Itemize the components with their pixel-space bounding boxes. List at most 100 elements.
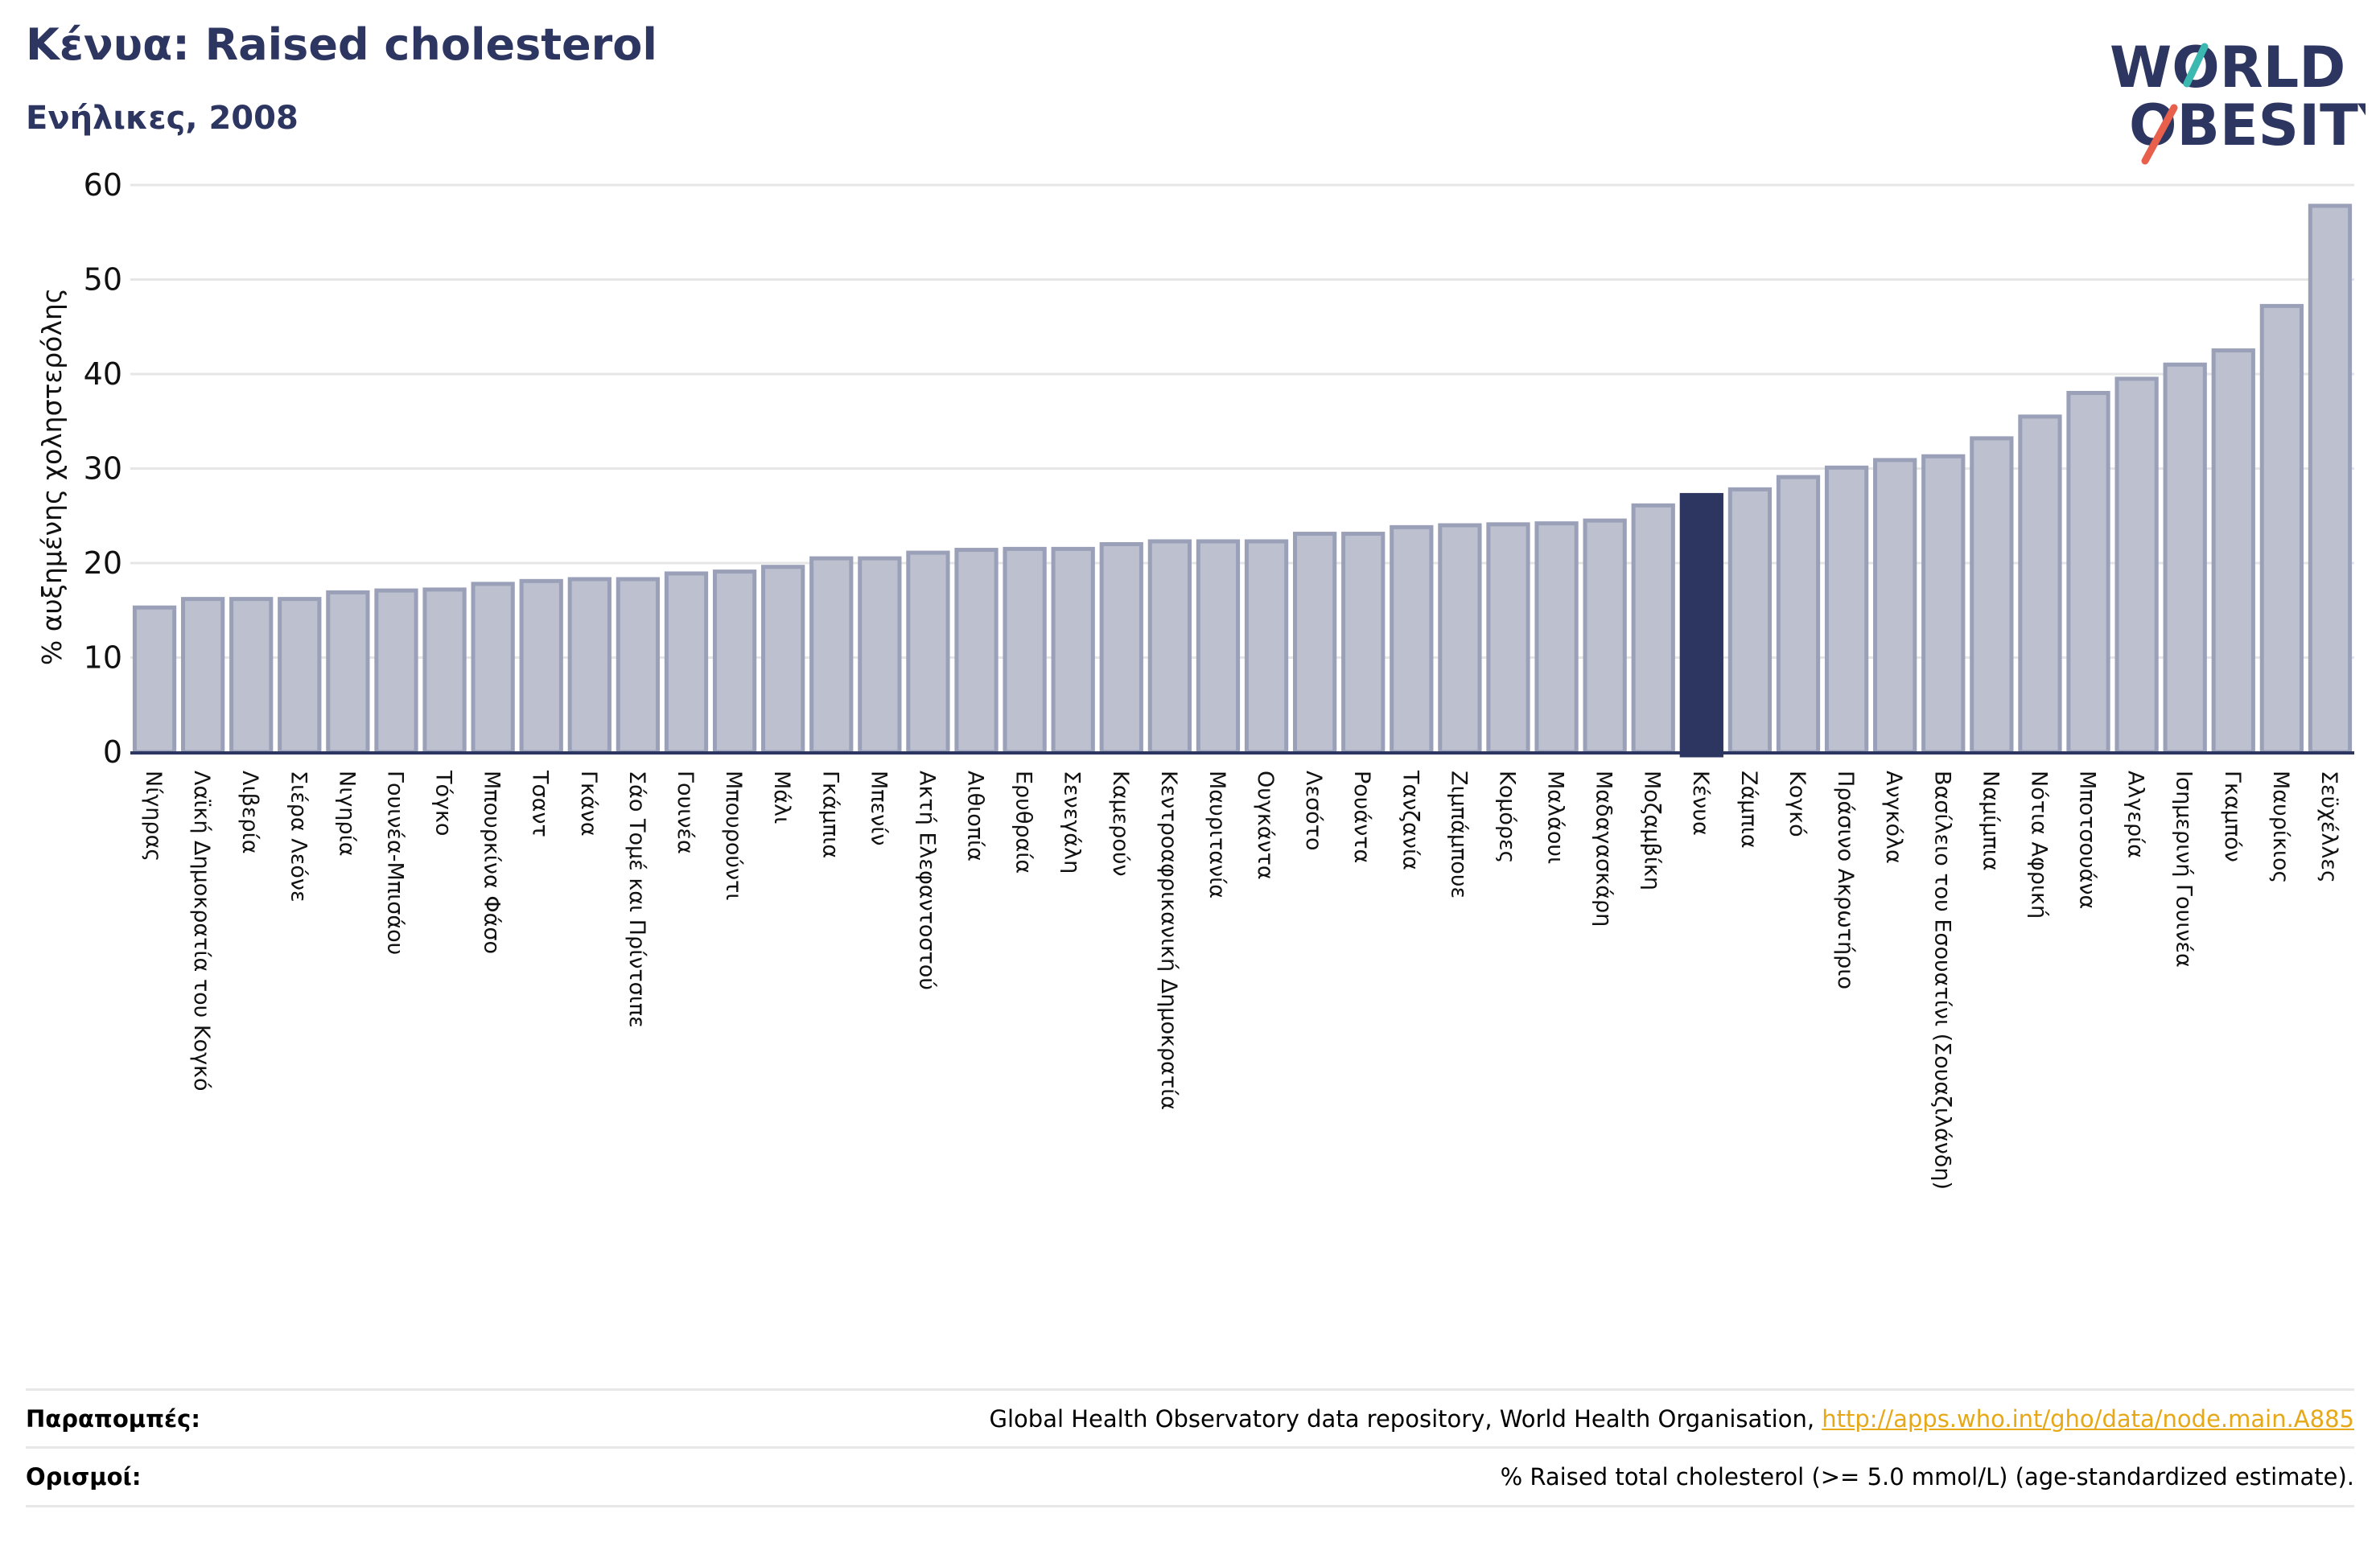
- x-tick-label: Μαυριτανία: [1204, 771, 1229, 898]
- x-tick-label: Ανγκόλα: [1881, 771, 1906, 864]
- bar: [616, 577, 661, 755]
- x-tick-label: Γκάμπια: [817, 771, 842, 858]
- x-tick-label: Σιέρα Λεόνε: [286, 771, 311, 903]
- x-tick-label: Τανζανία: [1398, 770, 1423, 870]
- x-tick-label: Τόγκο: [431, 770, 456, 836]
- bar: [1003, 546, 1047, 755]
- x-tick-label: Βασίλειο του Εσουατίνι (Σουαζιλάνδη): [1929, 771, 1954, 1190]
- x-tick-label: Μπενίν: [866, 771, 891, 845]
- bar: [180, 597, 225, 755]
- bar: [761, 565, 805, 755]
- references-text: Global Health Observatory data repositor…: [989, 1405, 1815, 1433]
- bar: [229, 597, 274, 755]
- y-tick-label: 50: [84, 262, 122, 298]
- x-tick-label: Κομόρες: [1494, 771, 1519, 864]
- bar: [1341, 532, 1386, 755]
- x-tick-label: Μαλάουι: [1543, 771, 1568, 864]
- definitions-row: Ορισμοί: % Raised total cholesterol (>= …: [26, 1446, 2354, 1507]
- bar: [2163, 362, 2207, 755]
- bar: [1631, 503, 1675, 755]
- chart-title: Κένυα: Raised cholesterol: [26, 19, 657, 70]
- bar: [1196, 539, 1241, 755]
- bar: [1824, 465, 1869, 755]
- bar: [2308, 204, 2353, 755]
- x-tick-label: Λιβερία: [237, 771, 262, 854]
- bar: [1244, 539, 1289, 755]
- y-tick-label: 20: [84, 545, 122, 581]
- bar: [374, 588, 418, 755]
- y-axis-label: % αυξημένης χοληστερόλης: [36, 288, 68, 665]
- bar: [712, 570, 757, 755]
- bar: [906, 550, 950, 755]
- bar: [809, 556, 854, 755]
- x-tick-label: Γουινέα-Μπισάου: [382, 771, 407, 955]
- x-tick-label: Ισημερινή Γουινέα: [2172, 771, 2197, 968]
- x-tick-label: Κογκό: [1785, 771, 1810, 837]
- references-value: Global Health Observatory data repositor…: [990, 1405, 2354, 1433]
- y-tick-label: 30: [84, 451, 122, 487]
- y-tick-label: 60: [84, 167, 122, 203]
- bar: [2114, 376, 2159, 755]
- x-tick-label: Μαδαγασκάρη: [1591, 771, 1616, 927]
- x-tick-label: Σεϋχέλλες: [2316, 771, 2341, 883]
- x-tick-label: Ρουάντα: [1349, 771, 1374, 863]
- x-tick-label: Ακτή Ελεφαντοστού: [914, 771, 939, 990]
- logo-slash-teal: [2183, 43, 2209, 88]
- bar-chart: 0 10 20 30 40 50 60 Νίγηρας Λαϊκή Δημοκρατία το…: [36, 167, 2354, 1190]
- bar-highlight: [1679, 492, 1723, 758]
- bar: [2259, 303, 2304, 755]
- bar: [1970, 436, 2014, 755]
- references-label: Παραπομπές:: [26, 1405, 200, 1433]
- x-tick-label: Ζάμπια: [1736, 771, 1761, 849]
- x-tick-label: Σενεγάλη: [1060, 771, 1085, 874]
- x-tick-label: Μπουρκίνα Φάσο: [480, 771, 504, 954]
- bar: [1776, 475, 1821, 755]
- bar: [1390, 524, 1434, 755]
- x-tick-label: Τσαντ: [528, 770, 553, 837]
- bar: [326, 590, 370, 755]
- bar: [1727, 487, 1773, 755]
- bar: [1873, 458, 1917, 755]
- y-tick-label: 0: [103, 734, 122, 770]
- x-tick-label: Ναμίμπια: [1978, 771, 2003, 871]
- bar: [132, 605, 177, 755]
- x-tick-label: Μοζαμβίκη: [1640, 771, 1665, 890]
- y-axis-ticks: 0 10 20 30 40 50 60: [84, 167, 122, 770]
- y-tick-label: 10: [84, 640, 122, 676]
- x-tick-label: Ουγκάντα: [1253, 771, 1278, 880]
- x-tick-label: Σάο Τομέ και Πρίντσιπε: [624, 771, 649, 1028]
- bar: [567, 577, 611, 755]
- bar: [1534, 521, 1579, 755]
- x-tick-label: Ερυθραία: [1011, 771, 1036, 874]
- bars: [132, 204, 2353, 758]
- world-obesity-logo: WORLD OBESITY: [2110, 35, 2366, 165]
- bar: [2018, 414, 2062, 755]
- x-tick-label: Καμερούν: [1108, 771, 1133, 877]
- bar: [1147, 539, 1192, 755]
- bar: [1583, 518, 1627, 755]
- bar: [1438, 523, 1482, 755]
- bar: [1921, 454, 1966, 755]
- bar: [954, 548, 999, 755]
- bar: [1292, 532, 1337, 755]
- bar: [1051, 546, 1095, 755]
- references-link[interactable]: http://apps.who.int/gho/data/node.main.A…: [1822, 1405, 2354, 1433]
- bar: [858, 556, 902, 755]
- x-tick-label: Κεντροαφρικανική Δημοκρατία: [1156, 771, 1181, 1110]
- y-tick-label: 40: [84, 356, 122, 392]
- references-row: Παραπομπές: Global Health Observatory da…: [26, 1388, 2354, 1447]
- bar: [2066, 391, 2110, 755]
- x-tick-label: Μποτσουάνα: [2075, 771, 2100, 909]
- x-tick-label: Λεσότο: [1301, 771, 1326, 850]
- x-axis-labels: Νίγηρας Λαϊκή Δημοκρατία του Κογκό Λιβερία…: [141, 770, 2341, 1190]
- definitions-text: % Raised total cholesterol (>= 5.0 mmol/…: [1500, 1463, 2354, 1491]
- x-tick-label: Μπουρούντι: [721, 771, 746, 900]
- x-tick-label: Νότια Αφρική: [2026, 771, 2051, 919]
- x-tick-label: Κένυα: [1688, 771, 1713, 836]
- bar: [471, 582, 515, 755]
- x-tick-label: Αλγερία: [2123, 771, 2148, 858]
- bar: [1099, 542, 1143, 755]
- logo-line-1: WORLD: [2110, 35, 2345, 101]
- x-tick-label: Μάλι: [769, 771, 794, 824]
- logo-slash-red: [2141, 104, 2178, 165]
